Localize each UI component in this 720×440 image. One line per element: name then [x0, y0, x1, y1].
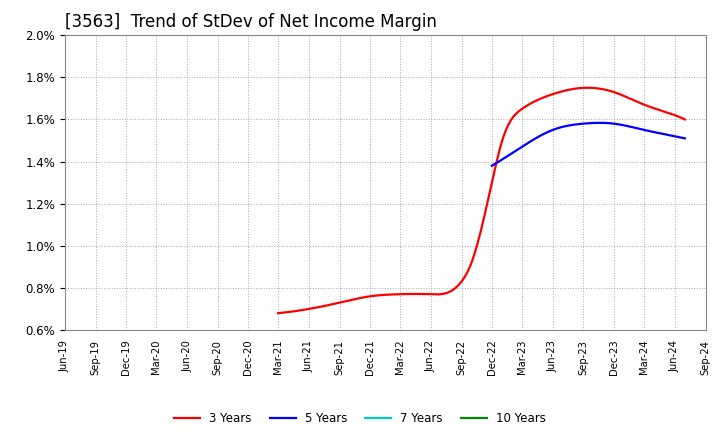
5 Years	[603, 121, 612, 126]
5 Years	[487, 163, 496, 169]
Legend: 3 Years, 5 Years, 7 Years, 10 Years: 3 Years, 5 Years, 7 Years, 10 Years	[169, 407, 551, 430]
5 Years	[606, 121, 615, 126]
3 Years	[680, 117, 689, 122]
3 Years	[274, 311, 282, 316]
3 Years	[275, 310, 284, 315]
5 Years	[651, 130, 660, 135]
5 Years	[680, 136, 689, 141]
5 Years	[663, 132, 672, 137]
3 Years	[516, 107, 525, 113]
Text: [3563]  Trend of StDev of Net Income Margin: [3563] Trend of StDev of Net Income Marg…	[65, 13, 436, 31]
3 Years	[515, 109, 523, 114]
Line: 5 Years: 5 Years	[492, 123, 685, 166]
3 Years	[644, 103, 652, 109]
Line: 3 Years: 3 Years	[278, 88, 685, 313]
5 Years	[603, 121, 611, 126]
5 Years	[595, 120, 604, 125]
3 Years	[523, 103, 531, 108]
3 Years	[618, 93, 626, 98]
5 Years	[488, 163, 497, 168]
3 Years	[582, 85, 591, 90]
